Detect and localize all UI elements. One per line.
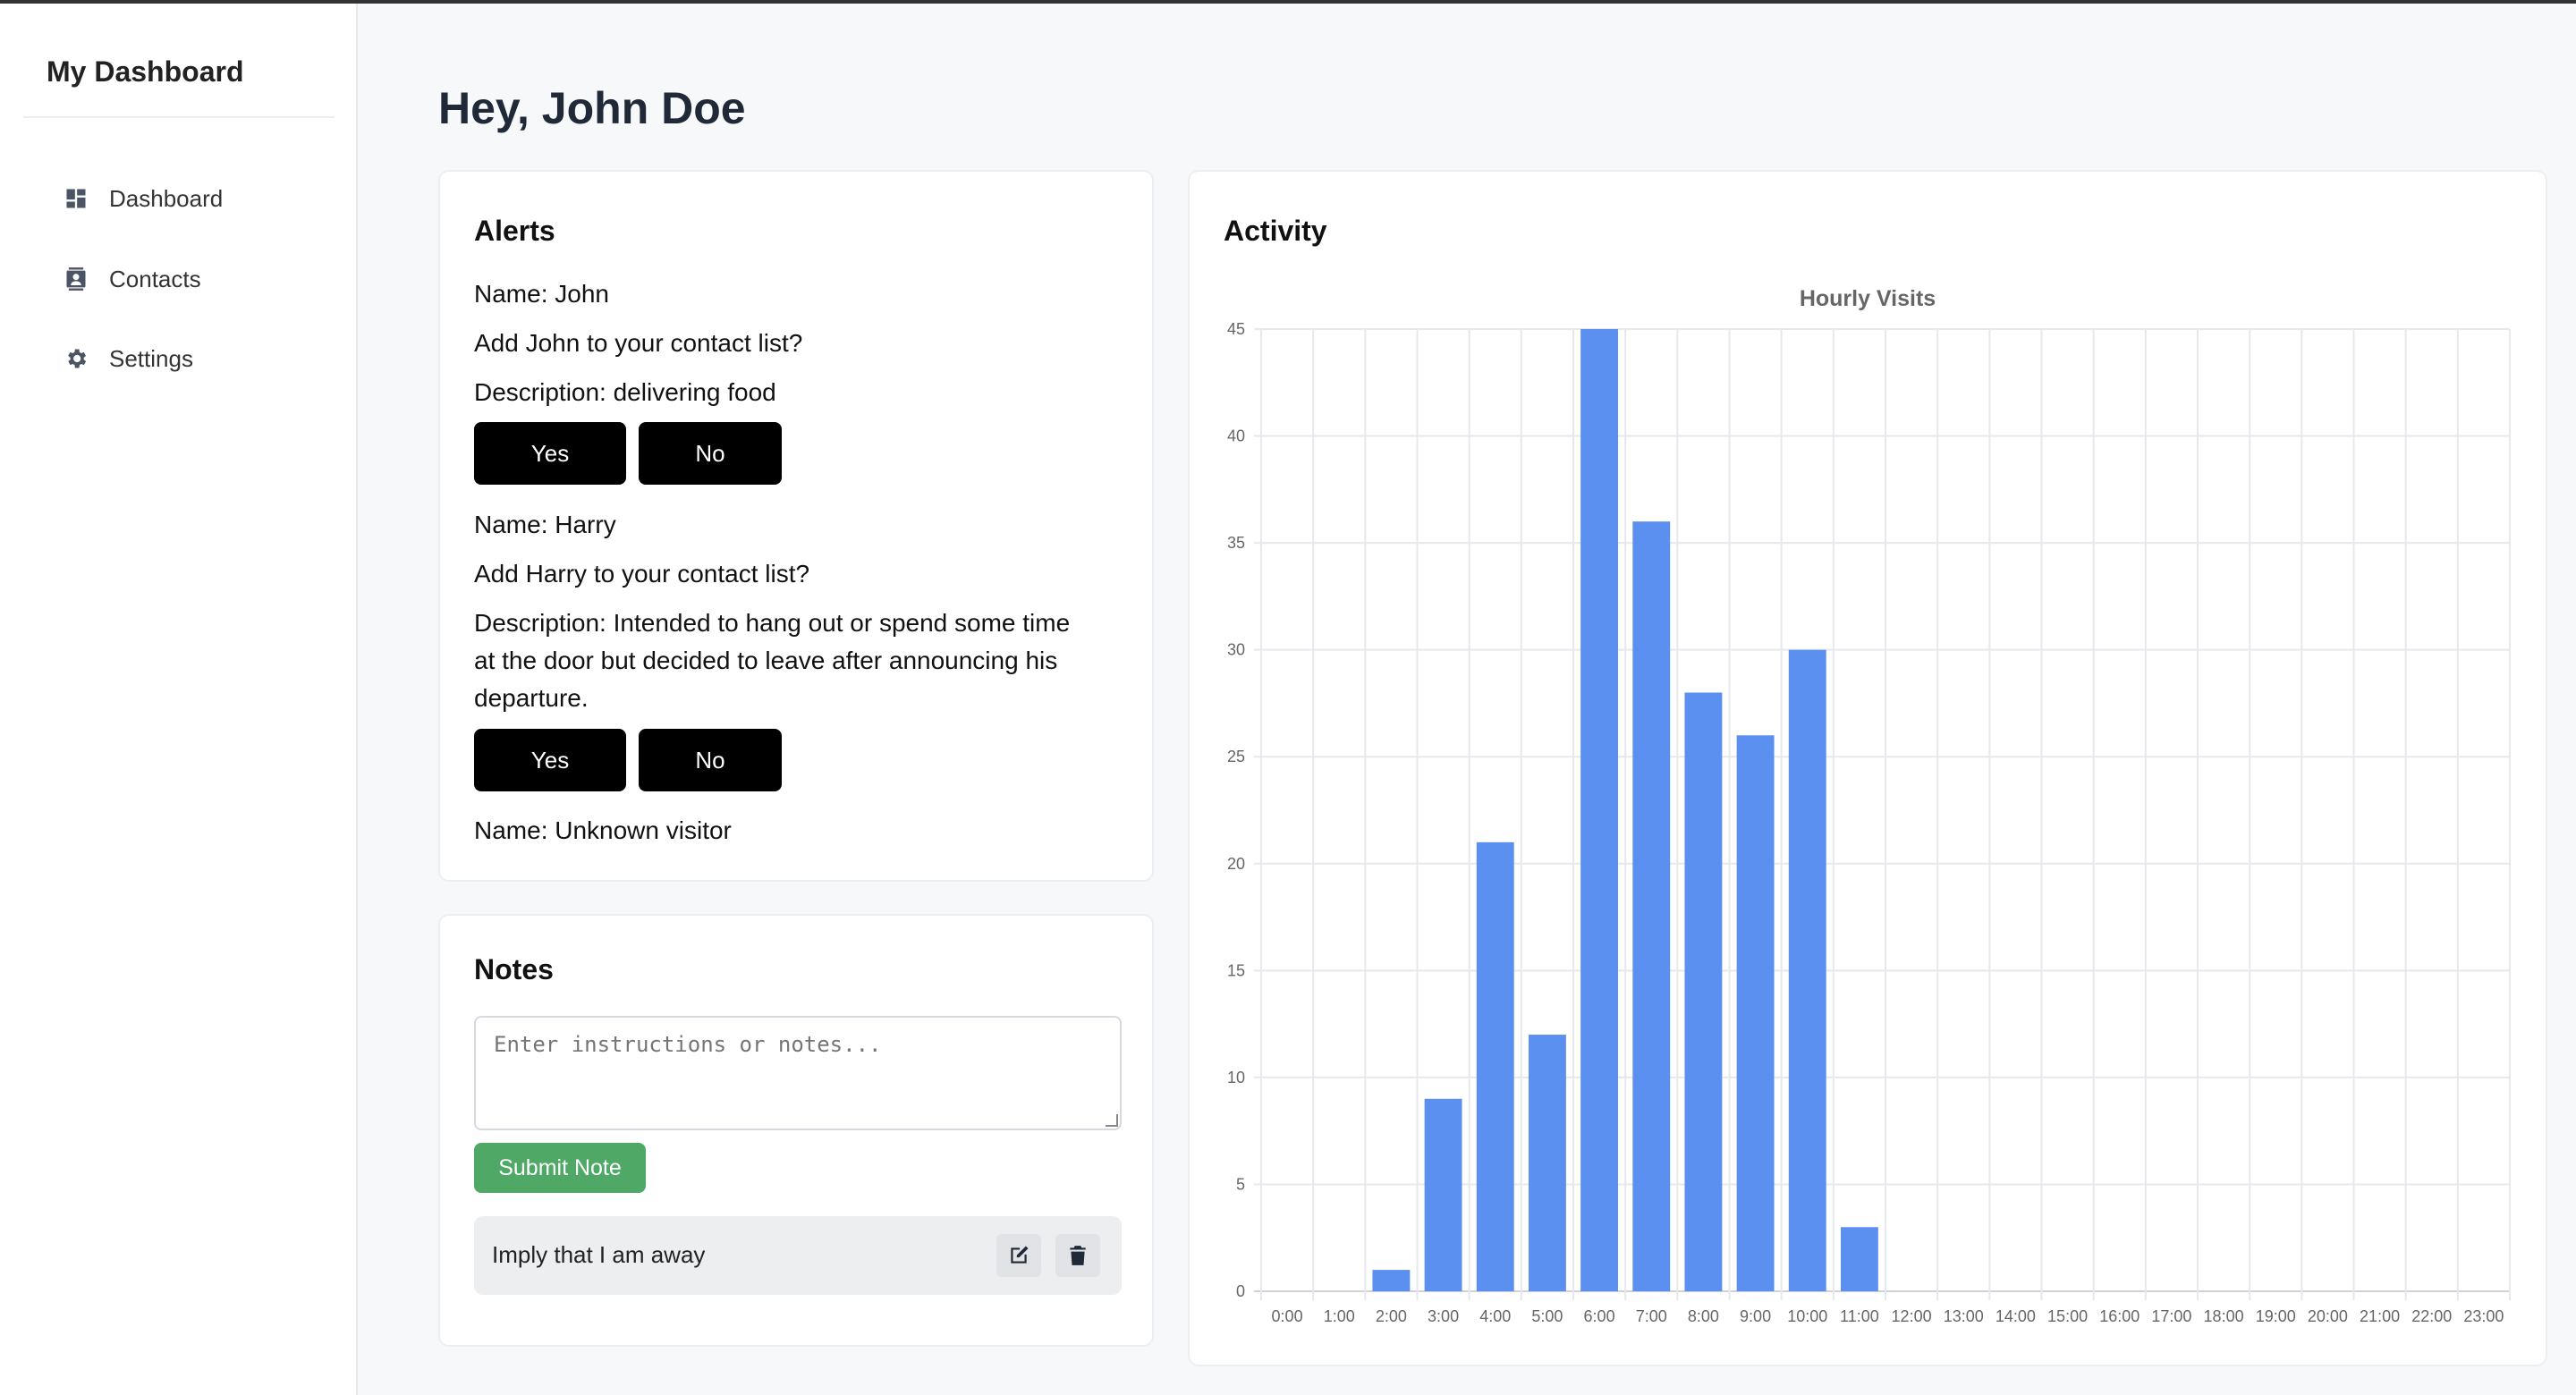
delete-note-button[interactable] (1055, 1234, 1100, 1277)
alerts-card: Alerts Name: John Add John to your conta… (438, 170, 1154, 882)
x-tick-label: 23:00 (2463, 1307, 2504, 1325)
x-tick-label: 13:00 (1944, 1307, 1984, 1325)
notes-title: Notes (474, 953, 554, 985)
y-tick-label: 5 (1236, 1175, 1245, 1193)
x-tick-label: 8:00 (1688, 1307, 1719, 1325)
bar (1840, 1227, 1878, 1291)
note-item: Imply that I am away (474, 1216, 1122, 1295)
trash-icon (1066, 1244, 1089, 1267)
x-tick-label: 16:00 (2099, 1307, 2140, 1325)
y-tick-label: 35 (1227, 534, 1245, 552)
x-tick-label: 20:00 (2308, 1307, 2348, 1325)
x-tick-label: 5:00 (1531, 1307, 1563, 1325)
x-tick-label: 14:00 (1996, 1307, 2036, 1325)
note-text: Imply that I am away (492, 1241, 706, 1268)
alert-description-line: departure. (474, 684, 589, 712)
alert-question: Add John to your contact list? (474, 329, 803, 357)
chart-title: Hourly Visits (1799, 286, 1936, 311)
alert-description: Description: delivering food (474, 378, 776, 406)
x-tick-label: 0:00 (1272, 1307, 1303, 1325)
bar (1528, 1035, 1566, 1291)
bar (1424, 1098, 1462, 1291)
sidebar: My Dashboard Dashboard Contacts Settings (0, 4, 358, 1395)
alert-no-button[interactable]: No (639, 729, 782, 791)
y-tick-label: 15 (1227, 961, 1245, 979)
y-tick-label: 40 (1227, 427, 1245, 445)
x-tick-label: 11:00 (1840, 1307, 1879, 1325)
x-tick-label: 17:00 (2151, 1307, 2191, 1325)
alert-question: Add Harry to your contact list? (474, 560, 810, 588)
y-tick-label: 30 (1227, 641, 1245, 659)
x-tick-label: 22:00 (2411, 1307, 2452, 1325)
x-tick-label: 21:00 (2360, 1307, 2400, 1325)
x-tick-label: 7:00 (1636, 1307, 1667, 1325)
y-tick-label: 25 (1227, 748, 1245, 765)
y-tick-label: 45 (1227, 320, 1245, 338)
bar (1580, 329, 1619, 1291)
sidebar-item-label: Dashboard (109, 184, 224, 212)
bar (1684, 692, 1723, 1291)
bar (1788, 649, 1826, 1291)
contacts-icon (63, 266, 89, 292)
y-tick-label: 0 (1236, 1282, 1245, 1300)
activity-card: Activity Hourly Visits 0 5 10 15 20 25 30 35 40 4… (1188, 170, 2547, 1366)
alert-no-button[interactable]: No (639, 422, 782, 485)
alert-name: Name: Harry (474, 511, 616, 538)
x-tick-label: 12:00 (1892, 1307, 1932, 1325)
y-tick-label: 10 (1227, 1069, 1245, 1086)
sidebar-item-dashboard[interactable]: Dashboard (63, 179, 223, 218)
notes-input[interactable] (474, 1016, 1122, 1130)
x-tick-label: 15:00 (2047, 1307, 2088, 1325)
bar (1476, 841, 1514, 1291)
x-tick-label: 1:00 (1324, 1307, 1355, 1325)
bar (1632, 521, 1671, 1291)
x-tick-label: 18:00 (2204, 1307, 2244, 1325)
alert-name: Name: Unknown visitor (474, 816, 732, 844)
x-tick-label: 4:00 (1479, 1307, 1511, 1325)
sidebar-item-contacts[interactable]: Contacts (63, 259, 201, 299)
bar (1372, 1270, 1411, 1291)
alert-description-line: Description: Intended to hang out or spe… (474, 609, 1071, 637)
edit-note-button[interactable] (996, 1234, 1041, 1277)
edit-icon (1007, 1244, 1030, 1267)
activity-title: Activity (1224, 215, 1327, 247)
x-tick-label: 10:00 (1787, 1307, 1827, 1325)
sidebar-item-label: Contacts (109, 265, 201, 292)
gear-icon (63, 345, 89, 372)
x-tick-label: 6:00 (1584, 1307, 1615, 1325)
resize-handle[interactable] (1106, 1114, 1118, 1127)
page-title: Hey, John Doe (438, 83, 746, 133)
x-tick-label: 9:00 (1740, 1307, 1771, 1325)
divider (23, 116, 335, 118)
sidebar-item-label: Settings (109, 344, 193, 372)
y-tick-label: 20 (1227, 855, 1245, 873)
notes-card: Notes Submit Note Imply that I am away (438, 914, 1154, 1347)
alerts-title: Alerts (474, 215, 555, 247)
alert-yes-button[interactable]: Yes (474, 729, 626, 791)
x-tick-label: 3:00 (1428, 1307, 1459, 1325)
alert-name: Name: John (474, 280, 609, 308)
x-tick-label: 2:00 (1376, 1307, 1407, 1325)
dashboard-icon (63, 185, 89, 212)
sidebar-item-settings[interactable]: Settings (63, 339, 193, 378)
x-tick-label: 19:00 (2256, 1307, 2296, 1325)
submit-note-button[interactable]: Submit Note (474, 1143, 646, 1193)
hourly-visits-chart: 0 5 10 15 20 25 30 35 40 45 0:00 1:00 2:00 3:00 4:00 5:… (1227, 320, 2511, 1325)
bar (1736, 735, 1775, 1291)
brand-title: My Dashboard (47, 55, 244, 88)
alert-description-line: at the door but decided to leave after a… (474, 647, 1058, 674)
alert-yes-button[interactable]: Yes (474, 422, 626, 485)
